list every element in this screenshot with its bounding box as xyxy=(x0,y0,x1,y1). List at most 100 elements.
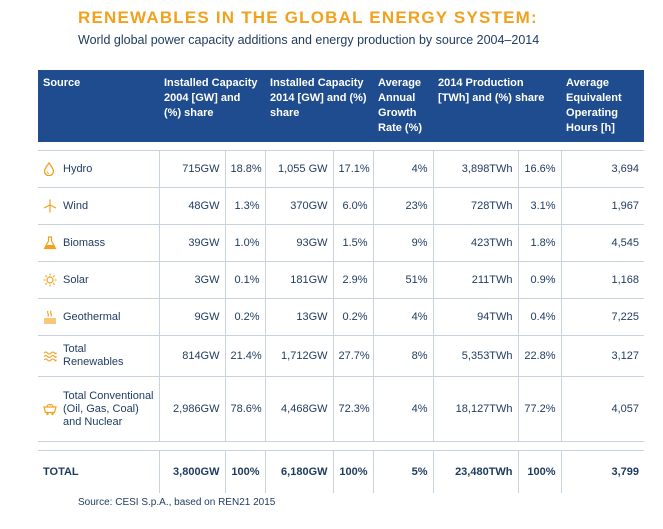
sun-icon xyxy=(43,273,63,287)
cell-growth: 4% xyxy=(373,150,434,188)
cell-cap2014: 370GW xyxy=(265,187,334,225)
cell-hours: 1,168 xyxy=(561,261,645,299)
energy-table: Source Installed Capacity 2004 [GW] and … xyxy=(38,70,645,493)
water-drop-icon xyxy=(43,162,63,176)
cell-cap2014: 13GW xyxy=(265,298,334,336)
cell-hours: 4,545 xyxy=(561,224,645,262)
cell-cap2014: 4,468GW xyxy=(265,376,334,442)
page-title: RENEWABLES IN THE GLOBAL ENERGY SYSTEM: xyxy=(78,8,538,27)
source-label: Biomass xyxy=(63,236,106,249)
table-row-wind: Wind 48GW 1.3% 370GW 6.0% 23% 728TWh 3.1… xyxy=(38,187,645,225)
header-source: Source xyxy=(38,70,159,142)
table-row-geothermal: Geothermal 9GW 0.2% 13GW 0.2% 4% 94TWh 0… xyxy=(38,298,645,336)
cell-cap2004: 9GW xyxy=(159,298,226,336)
cell-growth: 4% xyxy=(373,376,434,442)
cell-cap2004: 48GW xyxy=(159,187,226,225)
cell-prod-share: 0.9% xyxy=(518,261,562,299)
cell-hours: 3,694 xyxy=(561,150,645,188)
source-label: TOTAL xyxy=(38,450,160,493)
table-row-total-renewables: Total Renewables 814GW 21.4% 1,712GW 27.7… xyxy=(38,335,645,377)
cell-cap2004: 2,986GW xyxy=(159,376,226,442)
cell-production: 5,353TWh xyxy=(433,335,519,377)
flask-icon xyxy=(43,236,63,250)
cell-growth: 4% xyxy=(373,298,434,336)
source-label: Geothermal xyxy=(63,310,121,323)
cell-cap2004: 39GW xyxy=(159,224,226,262)
cell-share2014: 17.1% xyxy=(333,150,374,188)
header-production-2014: 2014 Production [TWh] and (%) share xyxy=(433,70,562,142)
table-spacer xyxy=(38,441,645,451)
cell-production: 3,898TWh xyxy=(433,150,519,188)
cell-cap2004: 3,800GW xyxy=(159,450,226,493)
cell-cap2004: 715GW xyxy=(159,150,226,188)
source-label: Wind xyxy=(63,199,89,212)
header-operating-hours: Average Equivalent Operating Hours [h] xyxy=(561,70,645,142)
cell-growth: 23% xyxy=(373,187,434,225)
cell-share2004: 1.3% xyxy=(225,187,266,225)
cell-share2014: 72.3% xyxy=(333,376,374,442)
source-label-line2: (Oil, Gas, Coal) xyxy=(63,402,139,415)
cell-prod-share: 1.8% xyxy=(518,224,562,262)
source-note: Source: CESI S.p.A., based on REN21 2015 xyxy=(78,497,276,508)
cell-production: 94TWh xyxy=(433,298,519,336)
source-label-line1: Total Conventional xyxy=(63,389,154,402)
cell-hours: 1,967 xyxy=(561,187,645,225)
cell-cap2004: 814GW xyxy=(159,335,226,377)
cell-growth: 9% xyxy=(373,224,434,262)
table-row-total-conventional: Total Conventional (Oil, Gas, Coal) and Nu… xyxy=(38,376,645,442)
page-subtitle: World global power capacity additions an… xyxy=(78,33,540,47)
wind-turbine-icon xyxy=(43,199,63,213)
cell-cap2014: 93GW xyxy=(265,224,334,262)
cell-production: 728TWh xyxy=(433,187,519,225)
waves-icon xyxy=(43,350,63,362)
cell-hours: 7,225 xyxy=(561,298,645,336)
table-row-solar: Solar 3GW 0.1% 181GW 2.9% 51% 211TWh 0.9… xyxy=(38,261,645,299)
source-label-line1: Total xyxy=(63,343,87,355)
cell-prod-share: 16.6% xyxy=(518,150,562,188)
source-label: Hydro xyxy=(63,162,93,175)
cell-prod-share: 3.1% xyxy=(518,187,562,225)
cell-cap2004: 3GW xyxy=(159,261,226,299)
header-growth-rate: Average Annual Growth Rate (%) xyxy=(373,70,434,142)
cell-production: 423TWh xyxy=(433,224,519,262)
cell-share2014: 2.9% xyxy=(333,261,374,299)
cell-share2004: 0.2% xyxy=(225,298,266,336)
cell-cap2014: 6,180GW xyxy=(265,450,334,493)
cell-prod-share: 0.4% xyxy=(518,298,562,336)
cell-cap2014: 181GW xyxy=(265,261,334,299)
cell-cap2014: 1,712GW xyxy=(265,335,334,377)
cell-share2004: 1.0% xyxy=(225,224,266,262)
cell-share2014: 1.5% xyxy=(333,224,374,262)
geothermal-icon xyxy=(43,310,63,324)
cell-growth: 51% xyxy=(373,261,434,299)
cell-share2004: 18.8% xyxy=(225,150,266,188)
cell-share2014: 27.7% xyxy=(333,335,374,377)
cell-cap2014: 1,055 GW xyxy=(265,150,334,188)
cell-hours: 4,057 xyxy=(561,376,645,442)
cell-growth: 8% xyxy=(373,335,434,377)
cell-production: 23,480TWh xyxy=(433,450,519,493)
cell-prod-share: 100% xyxy=(518,450,562,493)
cell-hours: 3,127 xyxy=(561,335,645,377)
cell-share2014: 100% xyxy=(333,450,374,493)
mine-cart-icon xyxy=(43,402,63,416)
source-label: Solar xyxy=(63,273,89,286)
source-label-line2: Renewables xyxy=(63,356,124,368)
header-capacity-2014: Installed Capacity 2014 [GW] and (%) sha… xyxy=(265,70,374,142)
cell-prod-share: 22.8% xyxy=(518,335,562,377)
cell-share2014: 6.0% xyxy=(333,187,374,225)
cell-share2004: 78.6% xyxy=(225,376,266,442)
table-row-total: TOTAL 3,800GW 100% 6,180GW 100% 5% 23,48… xyxy=(38,450,644,493)
cell-hours: 3,799 xyxy=(611,466,640,478)
cell-share2004: 0.1% xyxy=(225,261,266,299)
header-capacity-2004: Installed Capacity 2004 [GW] and (%) sha… xyxy=(159,70,266,142)
table-row-hydro: Hydro 715GW 18.8% 1,055 GW 17.1% 4% 3,89… xyxy=(38,150,645,188)
cell-production: 211TWh xyxy=(433,261,519,299)
table-header-row: Source Installed Capacity 2004 [GW] and … xyxy=(38,70,645,142)
cell-prod-share: 77.2% xyxy=(518,376,562,442)
table-row-biomass: Biomass 39GW 1.0% 93GW 1.5% 9% 423TWh 1.… xyxy=(38,224,645,262)
cell-growth: 5% xyxy=(373,450,434,493)
cell-production: 18,127TWh xyxy=(433,376,519,442)
cell-share2014: 0.2% xyxy=(333,298,374,336)
cell-share2004: 100% xyxy=(225,450,266,493)
